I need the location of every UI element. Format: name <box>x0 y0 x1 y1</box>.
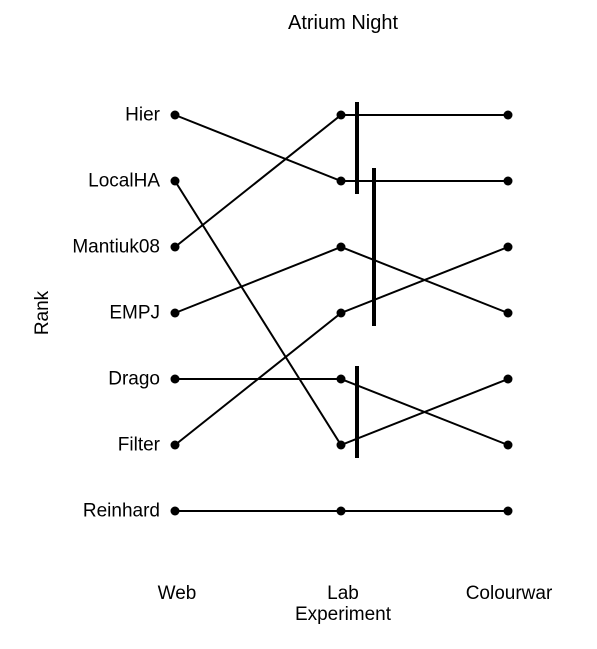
point-empj-colourwar <box>503 308 513 318</box>
point-drago-lab <box>336 374 346 384</box>
point-empj-web <box>170 308 180 318</box>
point-mantiuk08-lab <box>336 110 346 120</box>
point-localha-lab <box>336 440 346 450</box>
rank-label-filter: Filter <box>118 435 161 456</box>
rank-label-drago: Drago <box>108 369 160 390</box>
point-filter-lab <box>336 308 346 318</box>
chart-title: Atrium Night <box>288 12 398 34</box>
rank-label-mantiuk08: Mantiuk08 <box>72 237 160 258</box>
point-reinhard-lab <box>336 506 346 516</box>
rank-label-hier: Hier <box>125 105 161 126</box>
rank-label-localha: LocalHA <box>88 171 160 192</box>
rank-label-empj: EMPJ <box>109 303 160 324</box>
series-line-hier <box>174 114 508 182</box>
point-filter-colourwar <box>503 242 513 252</box>
point-reinhard-colourwar <box>503 506 513 516</box>
x-tick-lab: Lab <box>327 583 359 604</box>
series-line-empj <box>174 245 509 314</box>
point-mantiuk08-web <box>170 242 180 252</box>
point-empj-lab <box>336 242 346 252</box>
point-localha-web <box>170 176 180 186</box>
point-mantiuk08-colourwar <box>503 110 513 120</box>
x-tick-web: Web <box>158 583 197 604</box>
series-line-filter <box>174 246 509 446</box>
rank-label-reinhard: Reinhard <box>83 501 160 522</box>
point-filter-web <box>170 440 180 450</box>
y-axis-label: Rank <box>32 290 53 335</box>
x-axis-label: Experiment <box>295 604 392 625</box>
rank-labels: Hier LocalHA Mantiuk08 EMPJ Drago Filter Reinh… <box>72 105 160 522</box>
point-reinhard-web <box>170 506 180 516</box>
point-hier-colourwar <box>503 176 513 186</box>
point-drago-colourwar <box>503 440 513 450</box>
significance-bars <box>355 102 376 458</box>
point-hier-web <box>170 110 180 120</box>
point-localha-colourwar <box>503 374 513 384</box>
x-tick-colourwar: Colourwar <box>466 583 553 604</box>
point-drago-web <box>170 374 180 384</box>
rank-points <box>170 110 513 516</box>
point-hier-lab <box>336 176 346 186</box>
x-tick-labels: Web Lab Colourwar <box>158 583 553 604</box>
series-line-drago <box>175 378 509 446</box>
